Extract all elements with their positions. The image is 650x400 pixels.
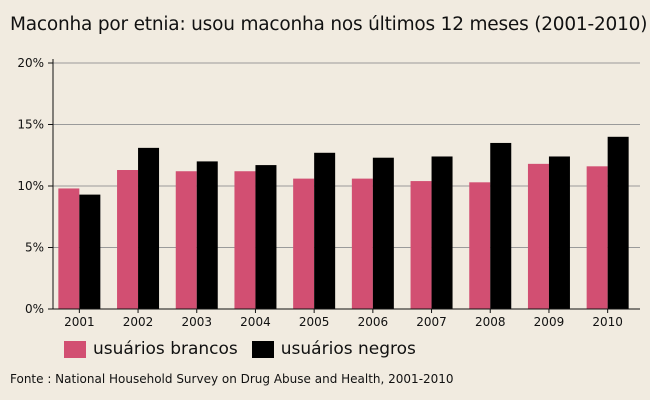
legend-item-white-users: usuários brancos bbox=[64, 339, 238, 359]
bar-black-users bbox=[314, 152, 336, 309]
x-tick-label: 2003 bbox=[181, 315, 212, 329]
bar-white-users bbox=[293, 178, 315, 309]
bars bbox=[58, 136, 629, 309]
x-tick-label: 2008 bbox=[475, 315, 506, 329]
bar-white-users bbox=[586, 166, 608, 309]
legend-swatch-black-users bbox=[251, 340, 274, 358]
x-tick-label: 2005 bbox=[299, 315, 330, 329]
y-axis: 0% 5% 10% 15% 20% bbox=[17, 56, 53, 316]
x-tick-label: 2006 bbox=[358, 315, 389, 329]
bar-black-users bbox=[255, 165, 277, 309]
bar-black-users bbox=[138, 147, 160, 309]
bar-black-users bbox=[79, 194, 101, 309]
x-tick-label: 2002 bbox=[123, 315, 154, 329]
bar-white-users bbox=[58, 188, 80, 309]
x-tick-label: 2009 bbox=[534, 315, 565, 329]
bar-black-users bbox=[607, 136, 629, 309]
x-tick-label: 2001 bbox=[64, 315, 95, 329]
bar-white-users bbox=[527, 163, 549, 309]
legend-label-white-users: usuários brancos bbox=[93, 339, 238, 359]
bar-white-users bbox=[351, 178, 373, 309]
source-note: Fonte : National Household Survey on Dru… bbox=[10, 372, 454, 386]
bar-black-users bbox=[548, 156, 570, 309]
x-axis: 2001 2002 2003 2004 2005 2006 2007 2008 2009 2010 bbox=[52, 59, 640, 329]
legend-label-black-users: usuários negros bbox=[280, 339, 416, 359]
bar-white-users bbox=[117, 170, 139, 309]
y-tick-label: 15% bbox=[17, 118, 44, 132]
bar-black-users bbox=[196, 161, 218, 309]
x-tick-label: 2004 bbox=[240, 315, 271, 329]
legend-swatch-white-users bbox=[64, 340, 86, 358]
y-tick-label: 0% bbox=[25, 302, 44, 316]
bar-black-users bbox=[490, 142, 512, 309]
y-tick-label: 10% bbox=[17, 179, 44, 193]
legend: usuários brancos usuários negros bbox=[64, 339, 430, 359]
bar-black-users bbox=[372, 157, 394, 309]
y-tick-label: 20% bbox=[17, 56, 44, 70]
y-tick-label: 5% bbox=[25, 241, 44, 255]
x-tick-label: 2010 bbox=[592, 315, 623, 329]
x-tick-label: 2007 bbox=[416, 315, 447, 329]
bar-white-users bbox=[410, 181, 432, 309]
legend-item-black-users: usuários negros bbox=[251, 339, 416, 359]
bar-white-users bbox=[469, 182, 491, 309]
bar-white-users bbox=[175, 171, 197, 309]
chart-title: Maconha por etnia: usou maconha nos últi… bbox=[10, 14, 648, 35]
bar-black-users bbox=[431, 156, 453, 309]
bar-white-users bbox=[234, 171, 256, 309]
